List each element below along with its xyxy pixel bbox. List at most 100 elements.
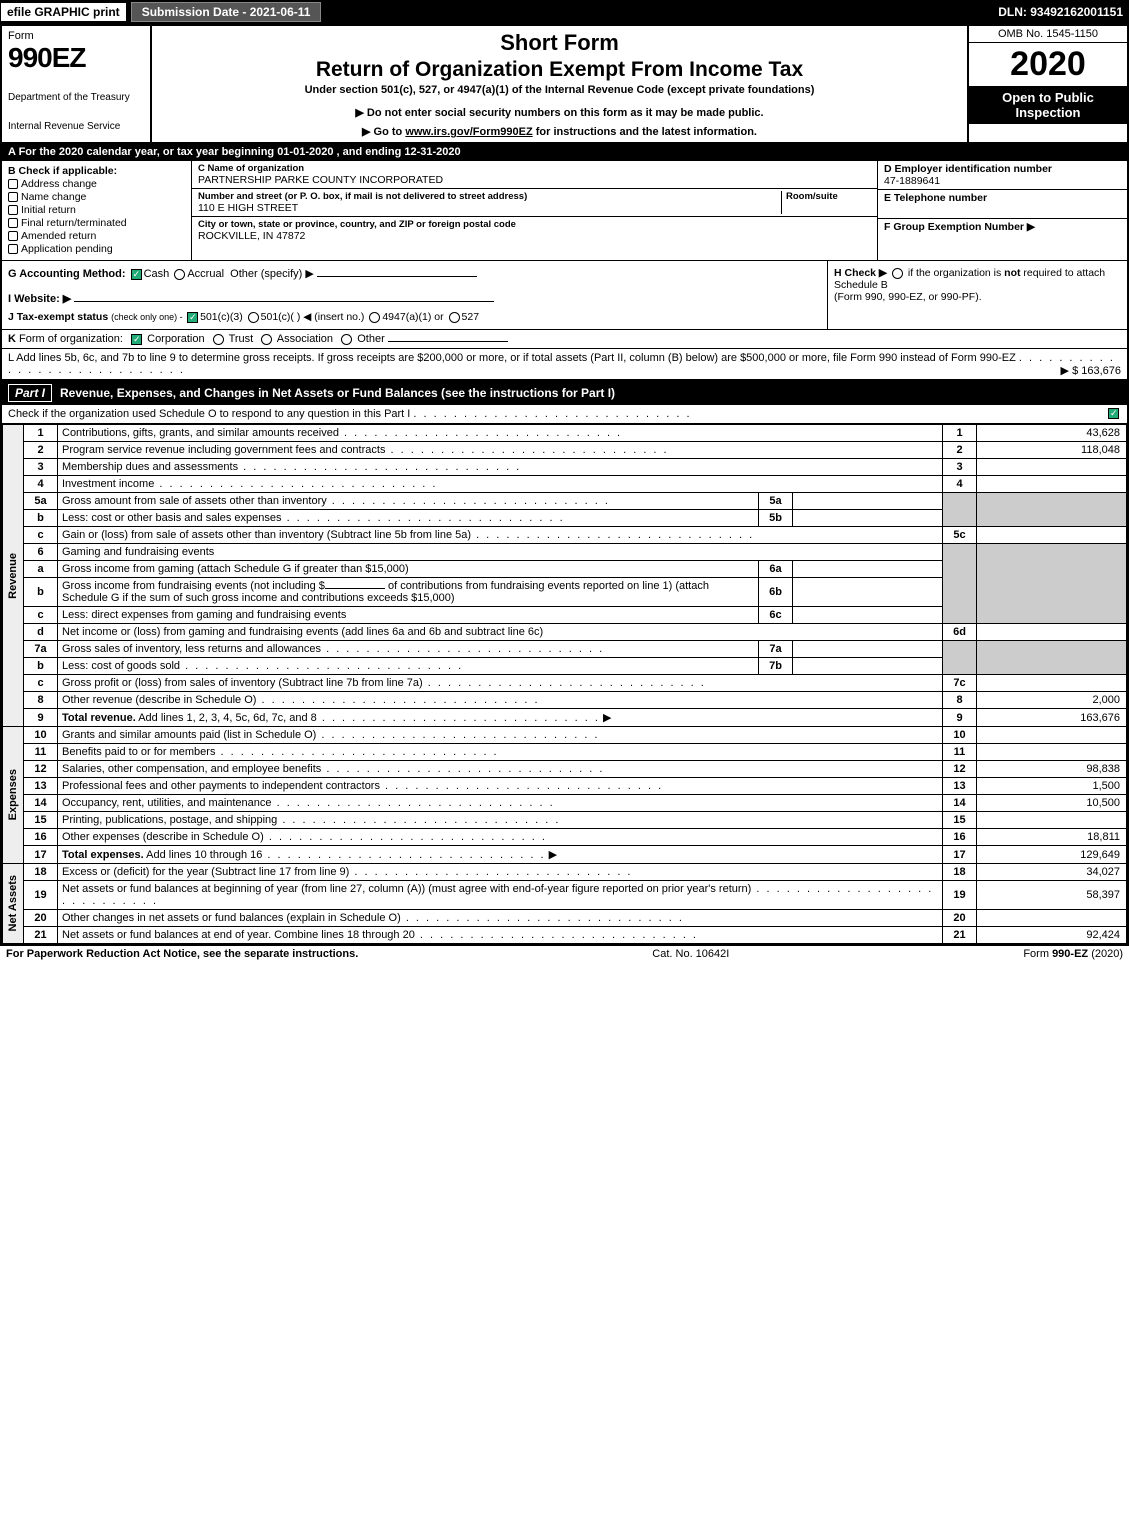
- line-11-desc: Benefits paid to or for members: [62, 746, 215, 758]
- chk-name-change[interactable]: Name change: [8, 191, 185, 203]
- checkbox-checked-icon: [131, 334, 142, 345]
- form-number: 990EZ: [8, 42, 144, 74]
- line-16-desc: Other expenses (describe in Schedule O): [62, 831, 264, 843]
- h-text1: if the organization is: [908, 267, 1004, 279]
- line-4-num: 4: [24, 476, 58, 493]
- line-15-num: 15: [24, 812, 58, 829]
- checkbox-checked-icon: [187, 312, 198, 323]
- room-suite-caption: Room/suite: [786, 191, 871, 202]
- other-specify-label: Other (specify) ▶: [230, 268, 314, 280]
- line-3-num: 3: [24, 459, 58, 476]
- line-8-amount: 2,000: [977, 692, 1127, 709]
- c-city-caption: City or town, state or province, country…: [198, 219, 516, 230]
- line-17-num: 17: [24, 846, 58, 864]
- row-i: I Website: ▶: [8, 292, 821, 305]
- l-text: L Add lines 5b, 6c, and 7b to line 9 to …: [8, 352, 1016, 364]
- box-b: B Check if applicable: Address change Na…: [2, 161, 192, 260]
- line-14-num: 14: [24, 795, 58, 812]
- line-2-amount: 118,048: [977, 442, 1127, 459]
- accrual-label: Accrual: [187, 268, 224, 280]
- line-6a-desc: Gross income from gaming (attach Schedul…: [62, 563, 409, 575]
- efile-print-label[interactable]: efile GRAPHIC print: [0, 2, 127, 22]
- footer-right: Form 990-EZ (2020): [1023, 948, 1123, 960]
- line-1-amount: 43,628: [977, 425, 1127, 442]
- l-amount: ▶ $ 163,676: [1061, 364, 1121, 377]
- header-right: OMB No. 1545-1150 2020 Open to Public In…: [967, 26, 1127, 142]
- radio-icon: [369, 312, 380, 323]
- row-g: G Accounting Method: Cash Accrual Other …: [8, 267, 821, 280]
- expenses-side-label: Expenses: [3, 727, 24, 864]
- line-14-refnum: 14: [943, 795, 977, 812]
- line-6d-refnum: 6d: [943, 624, 977, 641]
- line-14-amount: 10,500: [977, 795, 1127, 812]
- chk-application-pending[interactable]: Application pending: [8, 243, 185, 255]
- line-6-desc: Gaming and fundraising events: [58, 544, 943, 561]
- j-501c: 501(c)( ) ◀ (insert no.): [261, 311, 365, 323]
- revenue-side-label: Revenue: [3, 425, 24, 727]
- chk-initial-return[interactable]: Initial return: [8, 204, 185, 216]
- line-21-desc: Net assets or fund balances at end of ye…: [62, 929, 415, 941]
- checkbox-icon: [8, 244, 18, 254]
- line-16-refnum: 16: [943, 829, 977, 846]
- part-1-table: Revenue 1 Contributions, gifts, grants, …: [2, 424, 1127, 944]
- checkbox-icon: [8, 218, 18, 228]
- line-7b-num: b: [24, 658, 58, 675]
- goto-post: for instructions and the latest informat…: [533, 126, 757, 138]
- c-name-caption: C Name of organization: [198, 163, 871, 174]
- line-6d-desc: Net income or (loss) from gaming and fun…: [62, 626, 543, 638]
- line-1-refnum: 1: [943, 425, 977, 442]
- radio-icon: [341, 334, 352, 345]
- irs-link[interactable]: www.irs.gov/Form990EZ: [405, 126, 532, 138]
- website-label: I Website: ▶: [8, 293, 71, 305]
- c-addr-caption: Number and street (or P. O. box, if mail…: [198, 191, 781, 202]
- line-5c-amount: [977, 527, 1127, 544]
- box-c: C Name of organization PARTNERSHIP PARKE…: [192, 161, 877, 260]
- line-13-desc: Professional fees and other payments to …: [62, 780, 380, 792]
- box-d-e-f: D Employer identification number 47-1889…: [877, 161, 1127, 260]
- line-6b-box: 6b: [759, 578, 793, 607]
- chk-amended-return[interactable]: Amended return: [8, 230, 185, 242]
- tax-year: 2020: [969, 43, 1127, 86]
- dept-treasury: Department of the Treasury: [8, 92, 144, 103]
- line-16-num: 16: [24, 829, 58, 846]
- line-8-desc: Other revenue (describe in Schedule O): [62, 694, 256, 706]
- line-5c-refnum: 5c: [943, 527, 977, 544]
- line-7c-desc: Gross profit or (loss) from sales of inv…: [62, 677, 423, 689]
- chk-final-return[interactable]: Final return/terminated: [8, 217, 185, 229]
- schedule-o-check-text: Check if the organization used Schedule …: [8, 408, 410, 420]
- line-6c-desc: Less: direct expenses from gaming and fu…: [62, 609, 346, 621]
- h-label: H Check ▶: [834, 267, 887, 279]
- goto-line: ▶ Go to www.irs.gov/Form990EZ for instru…: [160, 125, 959, 138]
- line-7a-desc: Gross sales of inventory, less returns a…: [62, 643, 321, 655]
- checkbox-icon: [8, 205, 18, 215]
- open-public-inspection: Open to Public Inspection: [969, 86, 1127, 124]
- section-g-h: G Accounting Method: Cash Accrual Other …: [2, 261, 1127, 330]
- line-12-num: 12: [24, 761, 58, 778]
- line-6d-num: d: [24, 624, 58, 641]
- chk-address-change[interactable]: Address change: [8, 178, 185, 190]
- app-pending-label: Application pending: [21, 243, 113, 255]
- j-label: J Tax-exempt status: [8, 311, 111, 323]
- radio-icon: [213, 334, 224, 345]
- line-6-num: 6: [24, 544, 58, 561]
- line-6a-num: a: [24, 561, 58, 578]
- j-527: 527: [462, 311, 480, 323]
- radio-icon: [449, 312, 460, 323]
- row-a-tax-year: A For the 2020 calendar year, or tax yea…: [2, 144, 1127, 161]
- line-5a-box: 5a: [759, 493, 793, 510]
- under-section: Under section 501(c), 527, or 4947(a)(1)…: [160, 84, 959, 96]
- line-2-num: 2: [24, 442, 58, 459]
- line-17-refnum: 17: [943, 846, 977, 864]
- line-7b-box: 7b: [759, 658, 793, 675]
- dln-label: DLN: 93492162001151: [998, 5, 1129, 19]
- line-12-amount: 98,838: [977, 761, 1127, 778]
- line-17-amount: 129,649: [977, 846, 1127, 864]
- line-19-refnum: 19: [943, 881, 977, 910]
- g-i-j-block: G Accounting Method: Cash Accrual Other …: [2, 261, 827, 329]
- line-10-desc: Grants and similar amounts paid (list in…: [62, 729, 316, 741]
- line-6b-num: b: [24, 578, 58, 607]
- j-check-only-one: (check only one) -: [111, 312, 185, 322]
- line-11-amount: [977, 744, 1127, 761]
- line-7a-num: 7a: [24, 641, 58, 658]
- h-text3: (Form 990, 990-EZ, or 990-PF).: [834, 291, 982, 303]
